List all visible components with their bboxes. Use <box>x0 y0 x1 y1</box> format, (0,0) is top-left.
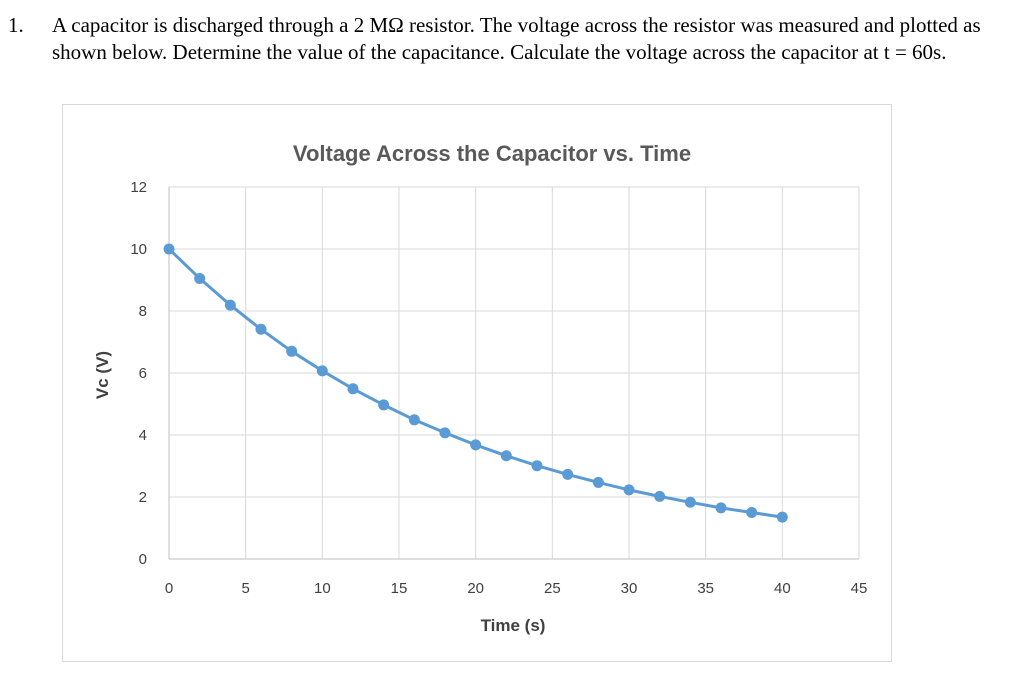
data-point <box>654 490 666 502</box>
y-tick-label: 12 <box>130 179 147 196</box>
y-tick-label: 8 <box>139 303 147 320</box>
data-point <box>746 507 758 518</box>
data-point <box>776 511 788 523</box>
data-point <box>408 414 420 426</box>
x-tick-label: 0 <box>165 580 173 597</box>
voltage-time-chart: 0 2 4 6 8 10 12 0 5 10 15 20 25 30 35 40 45 Voltage Acro… <box>93 141 867 635</box>
data-point <box>562 468 574 480</box>
x-tick-label: 20 <box>467 580 484 597</box>
y-tick-label: 10 <box>130 241 147 258</box>
x-tick-label: 5 <box>241 580 249 597</box>
x-axis-title: Time (s) <box>481 616 546 635</box>
data-point <box>194 272 206 284</box>
data-point <box>592 476 604 488</box>
data-point <box>286 345 298 357</box>
y-tick-label: 0 <box>139 551 147 568</box>
gridlines <box>169 186 860 559</box>
chart-area: 0 2 4 6 8 10 12 0 5 10 15 20 25 30 35 40 45 Voltage Acro… <box>62 104 892 662</box>
data-point <box>378 399 390 411</box>
data-point <box>470 439 482 451</box>
data-point <box>255 323 267 335</box>
data-point <box>439 427 451 439</box>
data-point <box>531 460 543 472</box>
data-point <box>224 299 236 311</box>
x-tick-label: 25 <box>544 580 561 597</box>
tick-labels: 0 2 4 6 8 10 12 0 5 10 15 20 25 30 35 40 45 <box>130 179 867 597</box>
data-point <box>347 383 359 395</box>
data-point <box>623 484 635 496</box>
data-point <box>500 450 512 462</box>
data-point <box>316 365 328 377</box>
y-tick-label: 6 <box>139 365 147 382</box>
x-tick-label: 10 <box>314 580 331 597</box>
problem-statement: A capacitor is discharged through a 2 MΩ… <box>52 13 981 64</box>
x-tick-label: 40 <box>774 580 791 597</box>
y-tick-label: 4 <box>139 427 147 444</box>
data-series <box>163 243 788 523</box>
data-point <box>715 502 727 514</box>
problem-number: 1. <box>8 13 24 37</box>
x-tick-label: 35 <box>697 580 714 597</box>
y-axis-title: Vc (V) <box>93 351 112 399</box>
data-point <box>163 243 175 255</box>
x-tick-label: 30 <box>621 580 638 597</box>
x-tick-label: 45 <box>851 580 868 597</box>
data-point <box>684 496 696 508</box>
x-tick-label: 15 <box>391 580 408 597</box>
y-tick-label: 2 <box>139 489 147 506</box>
chart-title: Voltage Across the Capacitor vs. Time <box>293 141 691 166</box>
